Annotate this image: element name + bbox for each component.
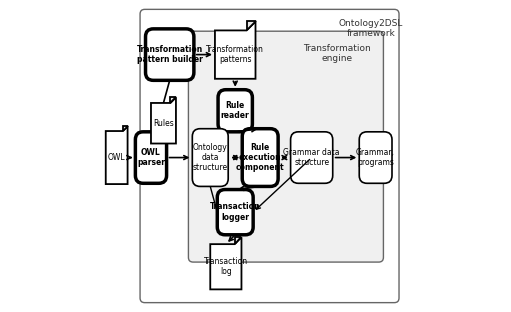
FancyBboxPatch shape xyxy=(189,31,383,262)
FancyBboxPatch shape xyxy=(146,29,194,80)
Text: Transaction
log: Transaction log xyxy=(204,257,248,276)
Text: OWL: OWL xyxy=(108,153,126,162)
Polygon shape xyxy=(123,126,128,131)
FancyBboxPatch shape xyxy=(218,90,252,132)
Polygon shape xyxy=(235,237,242,244)
Text: Transformation
pattern builder: Transformation pattern builder xyxy=(136,45,203,64)
Polygon shape xyxy=(171,97,176,103)
FancyBboxPatch shape xyxy=(291,132,333,183)
Text: Rule
reader: Rule reader xyxy=(221,101,249,120)
Polygon shape xyxy=(210,237,242,290)
FancyBboxPatch shape xyxy=(140,9,399,303)
Polygon shape xyxy=(151,97,176,144)
Polygon shape xyxy=(247,22,256,31)
FancyBboxPatch shape xyxy=(192,129,228,187)
FancyBboxPatch shape xyxy=(359,132,392,183)
Text: Ontology
data
structure: Ontology data structure xyxy=(193,143,228,173)
Text: Transaction
logger: Transaction logger xyxy=(210,202,261,222)
Text: Grammar data
structure: Grammar data structure xyxy=(284,148,340,167)
Text: OWL
parser: OWL parser xyxy=(137,148,165,167)
Text: Rule
execution
component: Rule execution component xyxy=(236,143,285,173)
Text: Rules: Rules xyxy=(153,119,174,128)
Text: Grammar,
programs: Grammar, programs xyxy=(356,148,395,167)
Text: Transformation
patterns: Transformation patterns xyxy=(206,45,264,64)
FancyBboxPatch shape xyxy=(242,129,278,187)
Polygon shape xyxy=(215,22,256,79)
Text: Transformation
engine: Transformation engine xyxy=(303,44,370,63)
Polygon shape xyxy=(106,126,128,184)
Text: Ontology2DSL
framework: Ontology2DSL framework xyxy=(339,19,403,38)
FancyBboxPatch shape xyxy=(135,132,167,183)
FancyBboxPatch shape xyxy=(217,190,253,235)
